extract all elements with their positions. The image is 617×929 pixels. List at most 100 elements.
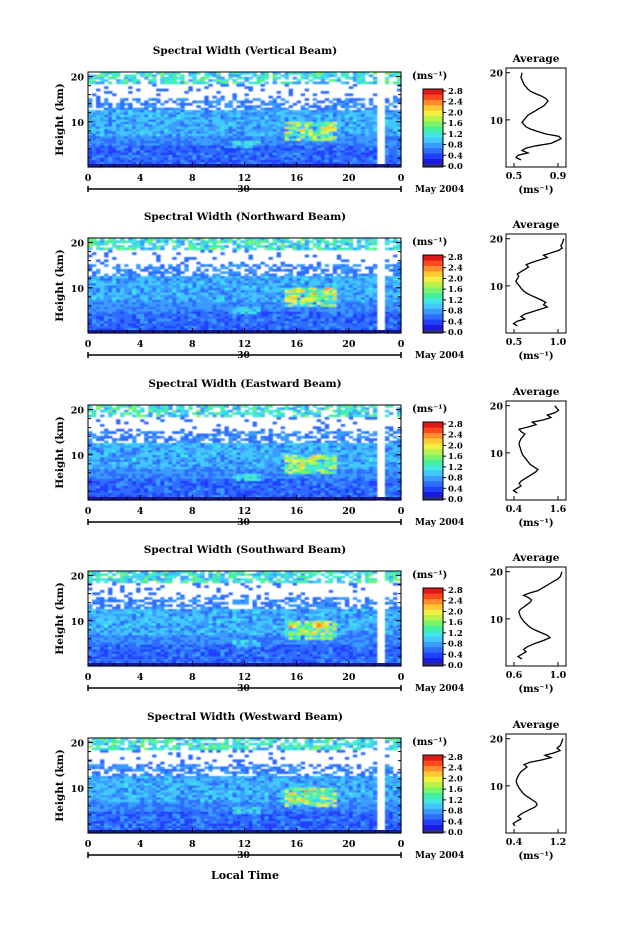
heatmap-cell — [296, 129, 302, 132]
heatmap-cell — [164, 283, 169, 286]
heatmap-cell — [304, 238, 310, 241]
heatmap-cell — [192, 292, 197, 296]
heatmap-cell — [200, 318, 205, 322]
heatmap-cell — [316, 264, 322, 267]
heatmap-cell — [316, 280, 322, 284]
heatmap-cell — [156, 155, 161, 158]
heatmap-cell — [292, 138, 298, 142]
heatmap-cell — [116, 150, 121, 154]
heatmap-cell — [144, 121, 149, 125]
heatmap-cell — [184, 304, 189, 308]
heatmap-cell — [320, 148, 326, 151]
heatmap-cell — [264, 148, 269, 151]
heatmap-cell — [280, 285, 286, 289]
heatmap-cell — [228, 276, 233, 279]
heatmap-cell — [200, 155, 205, 158]
heatmap-cell — [208, 133, 213, 137]
heatmap-cell — [116, 285, 121, 289]
heatmap-cell — [272, 318, 277, 322]
heatmap-cell — [284, 309, 290, 313]
heatmap-cell — [144, 328, 149, 332]
heatmap-cell — [264, 136, 269, 139]
heatmap-cell — [336, 273, 342, 277]
heatmap-cell — [312, 254, 318, 258]
heatmap-cell — [180, 148, 185, 151]
heatmap-cell — [336, 240, 342, 244]
heatmap-cell — [356, 76, 362, 80]
heatmap-cell — [300, 299, 306, 303]
heatmap-cell — [296, 295, 302, 298]
heatmap-cell — [384, 264, 390, 267]
heatmap-cell — [232, 325, 237, 329]
heatmap-cell — [392, 81, 398, 85]
heatmap-cell — [156, 148, 161, 151]
heatmap-cell — [216, 162, 221, 166]
heatmap-cell — [228, 129, 233, 132]
heatmap-cell — [220, 278, 225, 282]
heatmap-cell — [152, 145, 157, 149]
heatmap-cell — [212, 126, 217, 130]
heatmap-cell — [384, 152, 390, 156]
heatmap-cell — [236, 140, 241, 144]
heatmap-cell — [288, 114, 294, 118]
heatmap-cell — [124, 159, 129, 163]
heatmap-cell — [396, 264, 402, 267]
heatmap-cell — [160, 81, 165, 85]
heatmap-cell — [352, 102, 358, 106]
heatmap-cell — [360, 129, 366, 132]
heatmap-cell — [320, 79, 326, 82]
heatmap-cell — [344, 328, 350, 332]
heatmap-cell — [96, 278, 101, 282]
heatmap-cell — [344, 325, 350, 329]
heatmap-cell — [180, 278, 185, 282]
heatmap-cell — [108, 119, 113, 123]
heatmap-cell — [140, 407, 145, 411]
heatmap-cell — [152, 405, 157, 408]
heatmap-cell — [216, 304, 221, 308]
heatmap-cell — [296, 276, 302, 279]
heatmap-cell — [168, 155, 173, 158]
heatmap-cell — [248, 302, 253, 305]
heatmap-cell — [308, 143, 314, 147]
heatmap-cell — [272, 247, 277, 251]
heatmap-cell — [88, 287, 93, 291]
heatmap-cell — [264, 74, 269, 78]
heatmap-cell — [252, 405, 257, 408]
heatmap-cell — [272, 143, 277, 147]
heatmap-cell — [388, 328, 394, 332]
heatmap-cell — [232, 79, 237, 82]
heatmap-cell — [200, 309, 205, 313]
heatmap-cell — [388, 264, 394, 267]
heatmap-cell — [108, 240, 113, 244]
heatmap-cell — [368, 100, 374, 104]
heatmap-cell — [332, 124, 338, 128]
heatmap-cell — [316, 318, 322, 322]
heatmap-cell — [256, 162, 261, 166]
heatmap-cell — [348, 157, 354, 161]
heatmap-cell — [340, 112, 346, 116]
heatmap-cell — [352, 268, 358, 272]
date-label: 30 — [237, 185, 250, 195]
heatmap-cell — [168, 129, 173, 132]
heatmap-cell — [228, 240, 233, 244]
heatmap-cell — [148, 290, 153, 294]
heatmap-cell — [92, 283, 97, 286]
heatmap-cell — [92, 238, 97, 241]
heatmap-cell — [312, 81, 318, 85]
heatmap-cell — [124, 309, 129, 313]
heatmap-cell — [300, 245, 306, 248]
heatmap-cell — [100, 316, 105, 320]
heatmap-cell — [292, 287, 298, 291]
heatmap-cell — [140, 245, 145, 248]
heatmap-cell — [136, 121, 141, 125]
heatmap-cell — [340, 100, 346, 104]
heatmap-cell — [264, 405, 269, 408]
heatmap-cell — [256, 302, 261, 305]
heatmap-cell — [236, 100, 241, 104]
heatmap-cell — [300, 316, 306, 320]
heatmap-cell — [344, 148, 350, 151]
y-tick-label: 10 — [71, 284, 85, 295]
heatmap-cell — [144, 299, 149, 303]
heatmap-cell — [164, 318, 169, 322]
heatmap-cell — [320, 316, 326, 320]
